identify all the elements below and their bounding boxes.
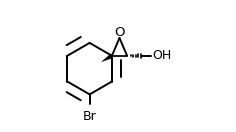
Polygon shape: [102, 54, 113, 62]
Text: O: O: [114, 25, 125, 39]
Text: Br: Br: [83, 110, 97, 122]
Text: OH: OH: [152, 49, 171, 62]
